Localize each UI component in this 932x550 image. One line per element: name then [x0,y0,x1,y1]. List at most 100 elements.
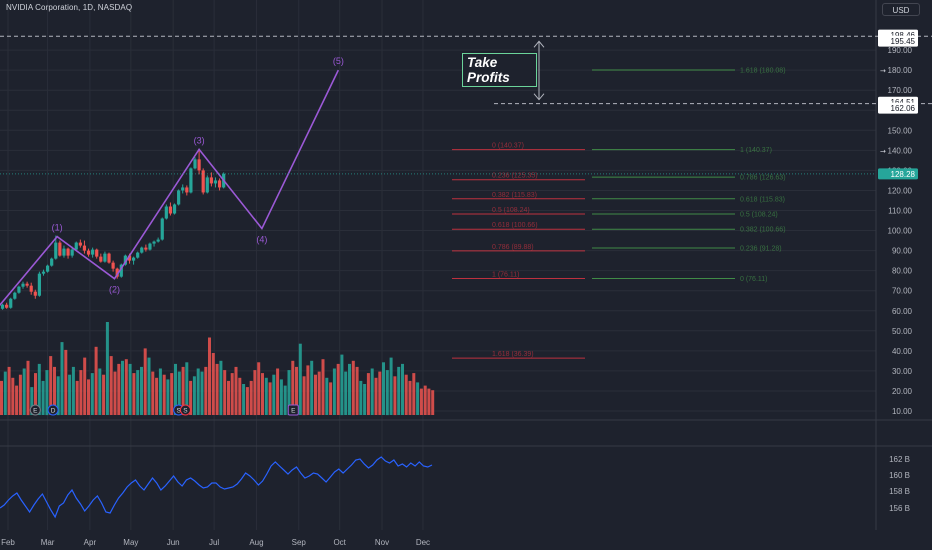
symbol-title[interactable]: NVIDIA Corporation, 1D, NASDAQ [6,3,133,12]
event-marker-letter: S [176,408,181,415]
volume-bar [105,322,109,415]
event-marker [29,404,41,416]
axis-arrow-icon: → [880,67,886,75]
candle-body [160,218,164,240]
price-tick-label: 90.00 [892,247,913,256]
take-profits-line1: Take [467,55,498,70]
time-tick-label: Oct [333,538,346,547]
volume-bar [113,371,117,415]
volume-bar [321,359,325,415]
volume-bars [0,322,435,416]
volume-bar [41,380,45,415]
volume-bar [211,353,215,415]
time-tick-label: Mar [41,538,55,547]
candle-body [86,250,91,255]
candle-body [131,257,136,261]
volume-bar [155,377,159,415]
price-tick-label: 120.00 [888,186,913,195]
candle-body [123,255,127,265]
price-tag-upper-b: 195.45 [891,37,916,46]
volume-bar [166,379,170,415]
volume-bar [355,366,359,415]
price-tag-lower-b: 162.06 [891,104,916,113]
candle-body [82,245,87,251]
volume-bar [124,359,128,415]
volume-bar [185,362,189,415]
last-price-tag: 128.28 [891,170,916,179]
volume-bar [56,376,60,416]
volume-bar [98,368,102,415]
fib-label-green: 0.786 (126.63) [740,175,786,182]
price-tick-label: 150.00 [888,126,913,135]
volume-bar [283,385,287,415]
candle-body [152,241,156,244]
volume-bar [117,363,121,415]
axis-arrow-icon: → [880,147,886,155]
price-tick-label: 100.00 [888,227,913,236]
range-arrow-up-icon [533,40,545,48]
time-tick-label: Feb [1,538,15,547]
volume-bar [272,374,276,415]
volume-bar [230,373,234,415]
volume-bar [15,385,19,415]
time-axis[interactable]: Feb Mar Apr May Jun Jul Aug Sep Oct Nov Dec [1,538,430,547]
candle-body [209,177,213,184]
volume-bar [79,370,83,416]
volume-bar [7,366,11,415]
volume-bar [45,370,49,416]
volume-bar [242,384,246,415]
volume-bar [227,380,230,415]
volume-bar [423,385,427,415]
candle-body [193,159,197,169]
candle-body [213,180,218,184]
volume-bar [268,382,272,415]
volume-bar [332,368,336,415]
price-axis[interactable]: 10.00 20.00 30.00 40.00 50.00 60.00 70.00 80.00… [878,29,918,513]
volume-bar [416,382,420,415]
volume-bar [351,360,355,416]
volume-bar [109,356,113,415]
candle-body [41,271,46,274]
candle-body [50,258,54,266]
volume-bar [419,388,423,415]
fib-label-green: 0.236 (91.28) [740,246,782,253]
candle-body [144,247,148,250]
fib-label-green: 0.382 (100.66) [740,227,786,234]
price-tag-upper-a: 198.46 [891,31,916,40]
time-tick-label: Aug [249,538,263,547]
candle-body [148,243,152,250]
candle-body [91,249,95,255]
candle-body [5,304,9,308]
fib-label-red: 1 (76.11) [492,271,520,278]
volume-bar [147,357,151,415]
volume-bar [64,349,68,415]
fib-label-red: 0.5 (108.24) [492,207,530,214]
volume-bar [143,348,147,416]
currency-button[interactable]: USD [882,3,920,16]
volume-bar [140,366,143,415]
fib-label-red: 0.618 (100.66) [492,222,538,229]
candle-body [9,298,13,308]
price-tick-label: 40.00 [892,347,913,356]
volume-bar [348,363,351,415]
price-tick-label: 140.00 [888,146,913,155]
time-tick-label: Dec [416,538,430,547]
fib-label-green: 0.5 (108.24) [740,212,778,219]
candle-body [33,291,37,296]
indicator-pane [0,456,433,519]
candle-body [140,247,144,253]
grid-lines [0,0,932,530]
volume-bar [158,368,162,415]
volume-bar [68,374,72,415]
candle-body [111,262,115,269]
event-marker-letter: E [33,408,38,415]
volume-bar [249,380,253,415]
candle-body [156,239,160,242]
volume-bar [22,368,26,415]
volume-bar [132,373,136,415]
volume-bar [60,342,64,415]
volume-bar [75,380,79,415]
volume-bar [49,356,53,415]
